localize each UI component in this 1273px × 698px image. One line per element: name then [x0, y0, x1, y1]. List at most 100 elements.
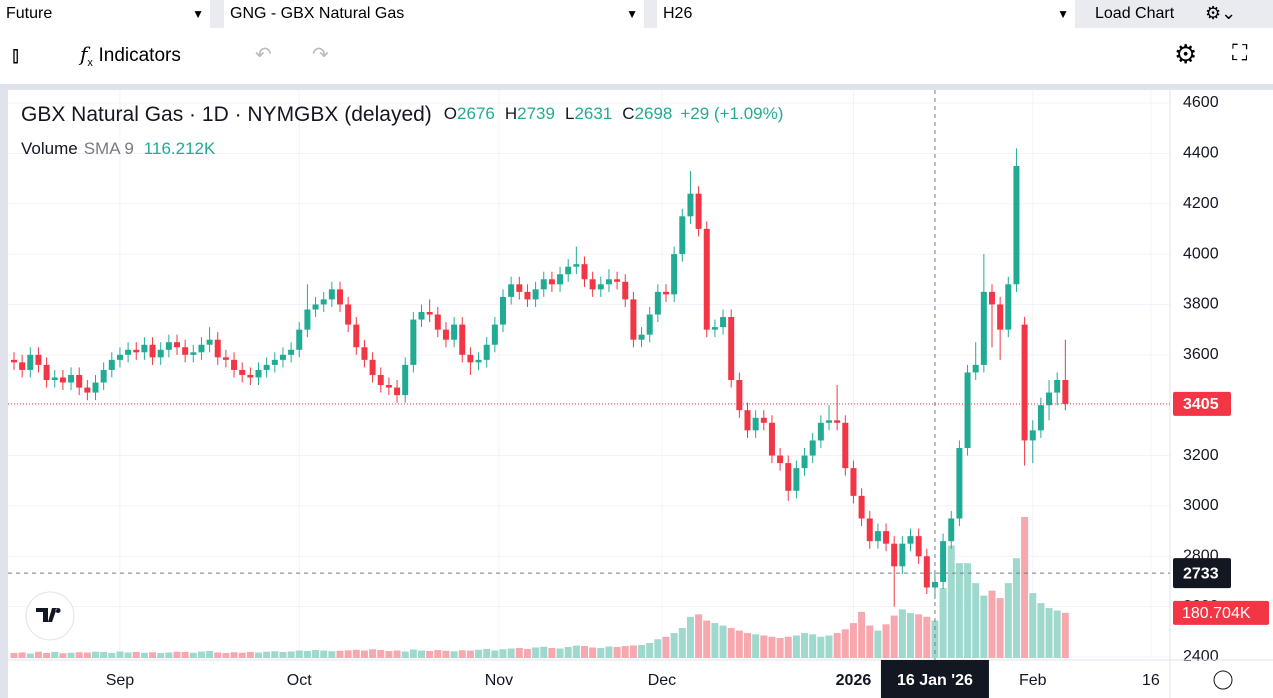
- candle-body: [687, 193, 694, 217]
- volume-bar: [344, 650, 352, 658]
- volume-bar: [92, 651, 99, 658]
- volume-bar: [206, 651, 214, 658]
- candle-body: [923, 556, 930, 588]
- chart-type-button[interactable]: ⫾: [12, 42, 20, 67]
- volume-bar: [662, 636, 670, 658]
- candle-body: [108, 359, 115, 370]
- candle-body: [451, 324, 458, 340]
- volume-bar: [556, 648, 564, 658]
- fullscreen-button[interactable]: ⛶: [1232, 40, 1248, 65]
- candle-body: [866, 518, 873, 542]
- candle-body: [385, 385, 392, 388]
- candle-body: [345, 304, 352, 325]
- candle-body: [1005, 284, 1012, 330]
- product-select[interactable]: Future ▼: [0, 0, 210, 28]
- candle-body: [369, 359, 376, 375]
- candle-body: [703, 228, 710, 330]
- volume-bar: [214, 652, 222, 658]
- candle-body: [247, 374, 254, 378]
- volume-bar: [246, 652, 254, 658]
- top-toolbar: Future ▼ GNG - GBX Natural Gas ▼ H26 ▼ Load…: [0, 0, 1273, 28]
- candle-body: [255, 369, 262, 378]
- volume-bar: [654, 639, 662, 658]
- candle-body: [100, 369, 107, 383]
- candle-body: [605, 279, 612, 285]
- y-tick-label: 3800: [1183, 296, 1219, 313]
- volume-legend: Volume SMA 9 116.212K: [21, 139, 216, 158]
- y-tick-label: 4400: [1183, 145, 1219, 162]
- candle-body: [288, 349, 295, 355]
- candle-body: [410, 319, 417, 365]
- ohlc-value: 2676: [457, 104, 495, 123]
- candle-body: [459, 324, 466, 355]
- candle-body: [826, 420, 832, 423]
- contract-select[interactable]: H26 ▼: [657, 0, 1075, 28]
- volume-bar: [1004, 583, 1012, 658]
- symbol-text: GNG - GBX Natural Gas: [230, 5, 405, 22]
- volume-bar: [923, 616, 931, 658]
- candle-body: [190, 352, 197, 355]
- volume-bar: [491, 650, 499, 658]
- product-text: Future: [6, 5, 53, 22]
- indicators-button[interactable]: fx Indicators: [80, 42, 181, 69]
- volume-bar: [564, 647, 572, 658]
- crosshair-price-label: 2733: [1183, 565, 1219, 582]
- undo-button[interactable]: ↶: [255, 44, 272, 66]
- ohlc-value: 2739: [517, 104, 555, 123]
- volume-bar: [898, 609, 906, 658]
- candle-body: [149, 344, 156, 358]
- candle-body: [475, 359, 482, 363]
- candle-body: [434, 314, 441, 330]
- volume-value: 116.212K: [144, 139, 216, 158]
- candle-body: [353, 324, 360, 348]
- ohlc-value: 2631: [574, 104, 612, 123]
- volume-bar: [882, 624, 890, 658]
- chart: 2400260028003000320034003600380040004200…: [8, 90, 1273, 698]
- go-to-realtime[interactable]: [1213, 670, 1233, 690]
- candle-body: [630, 299, 637, 340]
- candle-body: [92, 382, 99, 393]
- candle-body: [76, 374, 83, 388]
- settings-menu[interactable]: ⚙⌄: [1205, 3, 1237, 23]
- volume-bar: [116, 651, 124, 658]
- volume-bar: [988, 590, 996, 658]
- volume-bar: [295, 650, 303, 658]
- volume-bar: [393, 650, 401, 658]
- volume-bar: [458, 650, 466, 658]
- volume-bar: [784, 636, 792, 658]
- redo-button[interactable]: ↷: [312, 44, 329, 66]
- candle-body: [165, 342, 172, 350]
- candle-body: [589, 279, 596, 290]
- candle-body: [948, 518, 955, 542]
- volume-bar: [760, 635, 768, 658]
- volume-bar: [255, 652, 262, 658]
- volume-bar: [336, 650, 344, 658]
- volume-bar: [629, 645, 637, 658]
- volume-name: Volume: [21, 139, 78, 158]
- candle-body: [834, 420, 841, 423]
- volume-bar: [719, 625, 727, 658]
- volume-bar: [752, 634, 760, 658]
- chart-toolbar: ⫾ fx Indicators ↶ ↷ ⚙ ⛶: [0, 28, 1273, 84]
- volume-bar: [915, 614, 923, 658]
- volume-bar: [1029, 593, 1037, 658]
- volume-tag-label: 180.704K: [1182, 605, 1251, 622]
- volume-bar: [849, 623, 857, 658]
- volume-bar: [907, 613, 914, 658]
- candle-body: [997, 304, 1004, 330]
- load-chart-button[interactable]: Load Chart: [1095, 5, 1175, 22]
- crosshair-price-tag: [1173, 558, 1231, 589]
- candle-body: [972, 364, 979, 373]
- y-tick-label: 3200: [1183, 447, 1219, 464]
- volume-bar: [51, 652, 59, 658]
- settings-button[interactable]: ⚙: [1174, 39, 1198, 69]
- title: GBX Natural Gas · 1D · NYMGBX (delayed): [21, 103, 432, 126]
- candle-body: [638, 334, 645, 340]
- symbol-select[interactable]: GNG - GBX Natural Gas ▼: [224, 0, 644, 28]
- volume-bar: [515, 648, 523, 658]
- candle-body: [467, 354, 474, 363]
- ohlc-key: C: [622, 104, 634, 123]
- volume-bar: [140, 652, 148, 658]
- volume-bar: [678, 628, 686, 658]
- volume-bar: [1012, 558, 1020, 658]
